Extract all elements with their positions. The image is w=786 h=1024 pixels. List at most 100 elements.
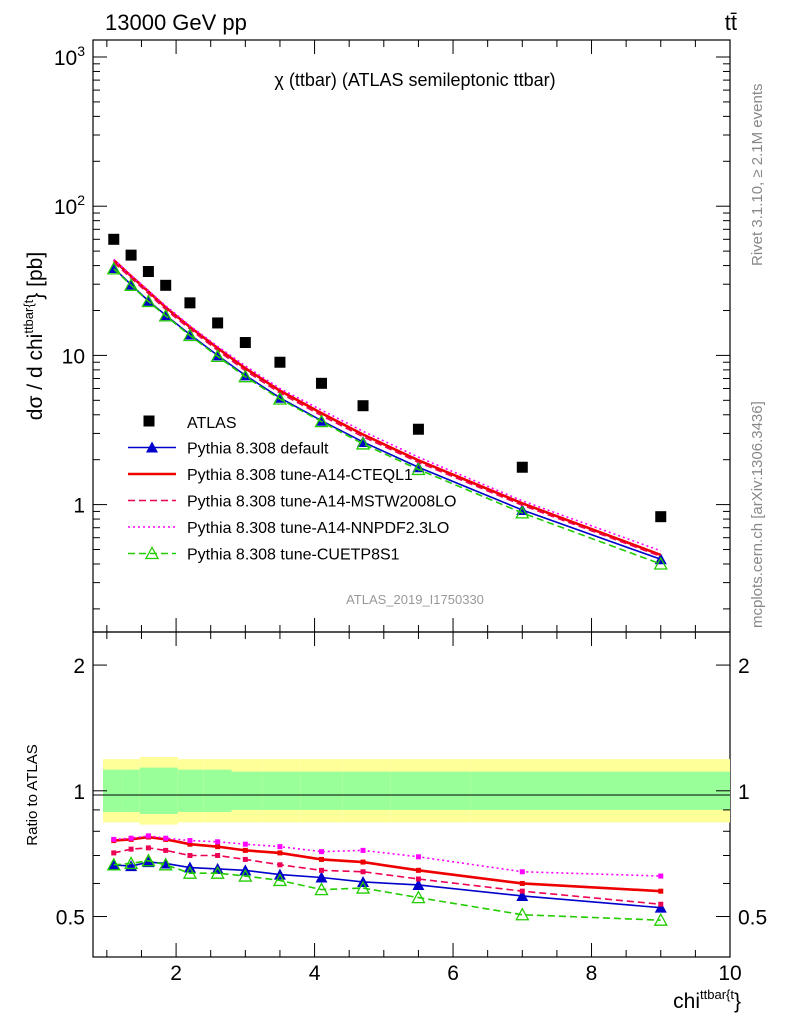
- ratio-band-inner: [470, 771, 592, 810]
- series-point: [159, 309, 172, 321]
- ratio-point: [142, 856, 155, 868]
- ratio-point: [318, 867, 324, 873]
- series-line: [113, 268, 662, 565]
- series-point: [314, 414, 329, 428]
- ratio-point: [128, 846, 134, 852]
- ratio-band-inner: [139, 767, 158, 814]
- x-tick-label: 2: [170, 962, 182, 985]
- ratio-point: [128, 835, 134, 841]
- ratio-point: [163, 847, 169, 853]
- analysis-label: ATLAS_2019_I1750330: [346, 592, 484, 607]
- series-point: [653, 556, 668, 570]
- ratio-band-inner: [262, 771, 301, 810]
- ratio-point: [242, 856, 248, 862]
- series-line: [113, 261, 662, 558]
- series-point: [239, 369, 252, 381]
- ratio-line: [113, 861, 661, 909]
- series-point: [238, 369, 253, 383]
- y-tick-label: 10: [62, 345, 85, 368]
- data-point: [315, 377, 327, 389]
- series-point: [210, 349, 225, 363]
- ratio-point: [242, 841, 248, 847]
- legend-marker: [144, 546, 160, 560]
- ratio-point: [242, 847, 248, 853]
- ratio-point: [277, 862, 283, 868]
- ratio-band-inner: [203, 769, 232, 812]
- data-point: [412, 423, 424, 435]
- legend-label: ATLAS: [187, 415, 237, 432]
- data-point: [655, 511, 667, 523]
- ratio-series: [106, 833, 668, 926]
- data-point: [142, 266, 154, 278]
- series-line: [113, 267, 662, 561]
- ratio-point: [182, 865, 198, 879]
- ratio-point: [210, 865, 225, 879]
- ratio-point: [653, 912, 668, 926]
- ratio-point: [163, 835, 169, 841]
- ratio-point: [360, 869, 366, 875]
- legend-item: Pythia 8.308 tune-CUETP8S1: [128, 546, 400, 564]
- process-label: tt̄: [725, 10, 737, 35]
- ratio-point: [516, 889, 529, 901]
- y-tick-label: 103: [54, 43, 85, 70]
- ratio-point: [106, 857, 121, 871]
- ratio-band-inner: [300, 771, 343, 810]
- ratio-point: [123, 856, 139, 870]
- series-point: [107, 262, 120, 274]
- ratio-y-tick-label: 1: [73, 781, 85, 804]
- main-series: [106, 258, 668, 570]
- ratio-point: [415, 876, 421, 882]
- ratio-point: [519, 869, 525, 875]
- series-point: [106, 261, 121, 275]
- ratio-point: [187, 838, 193, 844]
- series-point: [125, 278, 138, 290]
- ratio-point: [360, 847, 366, 853]
- ratio-band-inner: [157, 767, 178, 814]
- series-point: [411, 462, 426, 476]
- ratio-point: [277, 850, 283, 856]
- ratio-point: [145, 833, 151, 839]
- ratio-band-inner: [591, 771, 730, 810]
- x-axis-label: chittbar{t}: [673, 987, 741, 1013]
- ratio-point: [360, 859, 366, 865]
- series-point: [272, 391, 288, 405]
- data-point: [160, 279, 172, 291]
- ratio-point: [215, 844, 221, 850]
- legend-marker: [146, 441, 158, 453]
- data-point: [357, 400, 369, 412]
- series-point: [355, 436, 371, 450]
- ratio-point: [238, 868, 253, 882]
- legend-label: Pythia 8.308 tune-A14-MSTW2008LO: [187, 494, 456, 511]
- series-point: [515, 505, 530, 519]
- series-point: [315, 414, 328, 426]
- legend-label: Pythia 8.308 default: [187, 441, 329, 458]
- ratio-point: [141, 853, 156, 867]
- ratio-point: [519, 888, 525, 894]
- ratio-y-tick-label-right: 1: [738, 781, 750, 804]
- ratio-point: [158, 857, 173, 871]
- legend-label: Pythia 8.308 tune-A14-NNPDF2.3LO: [187, 520, 449, 537]
- legend-item: Pythia 8.308 default: [128, 441, 329, 458]
- legend-label: Pythia 8.308 tune-A14-CTEQL1: [187, 467, 413, 484]
- x-tick-label: 10: [718, 962, 741, 985]
- main-y-axis-label: dσ / d chittbar{t} [pb]: [21, 252, 47, 420]
- ratio-point: [277, 844, 283, 850]
- axis-ticks: 1 10 102 103 0.5 0.5 1 1 2 2 2 4 6 8 10: [54, 40, 767, 985]
- y-tick-label: 102: [54, 192, 85, 219]
- ratio-band-inner: [103, 769, 123, 812]
- ratio-band-inner: [231, 771, 263, 810]
- legend-marker: [143, 415, 155, 427]
- series-point: [182, 328, 198, 342]
- ratio-point: [658, 873, 664, 879]
- series-line: [112, 259, 662, 557]
- ratio-point: [111, 850, 117, 856]
- data-point: [516, 461, 528, 473]
- ratio-y-tick-label: 2: [73, 655, 85, 678]
- ratio-line: [113, 847, 661, 906]
- y-tick-label: 1: [73, 495, 85, 518]
- data-point: [184, 297, 196, 309]
- ratio-point: [215, 839, 221, 845]
- series-point: [141, 294, 156, 308]
- data-points: [108, 233, 667, 523]
- ratio-y-tick-label-right: 0.5: [738, 907, 767, 930]
